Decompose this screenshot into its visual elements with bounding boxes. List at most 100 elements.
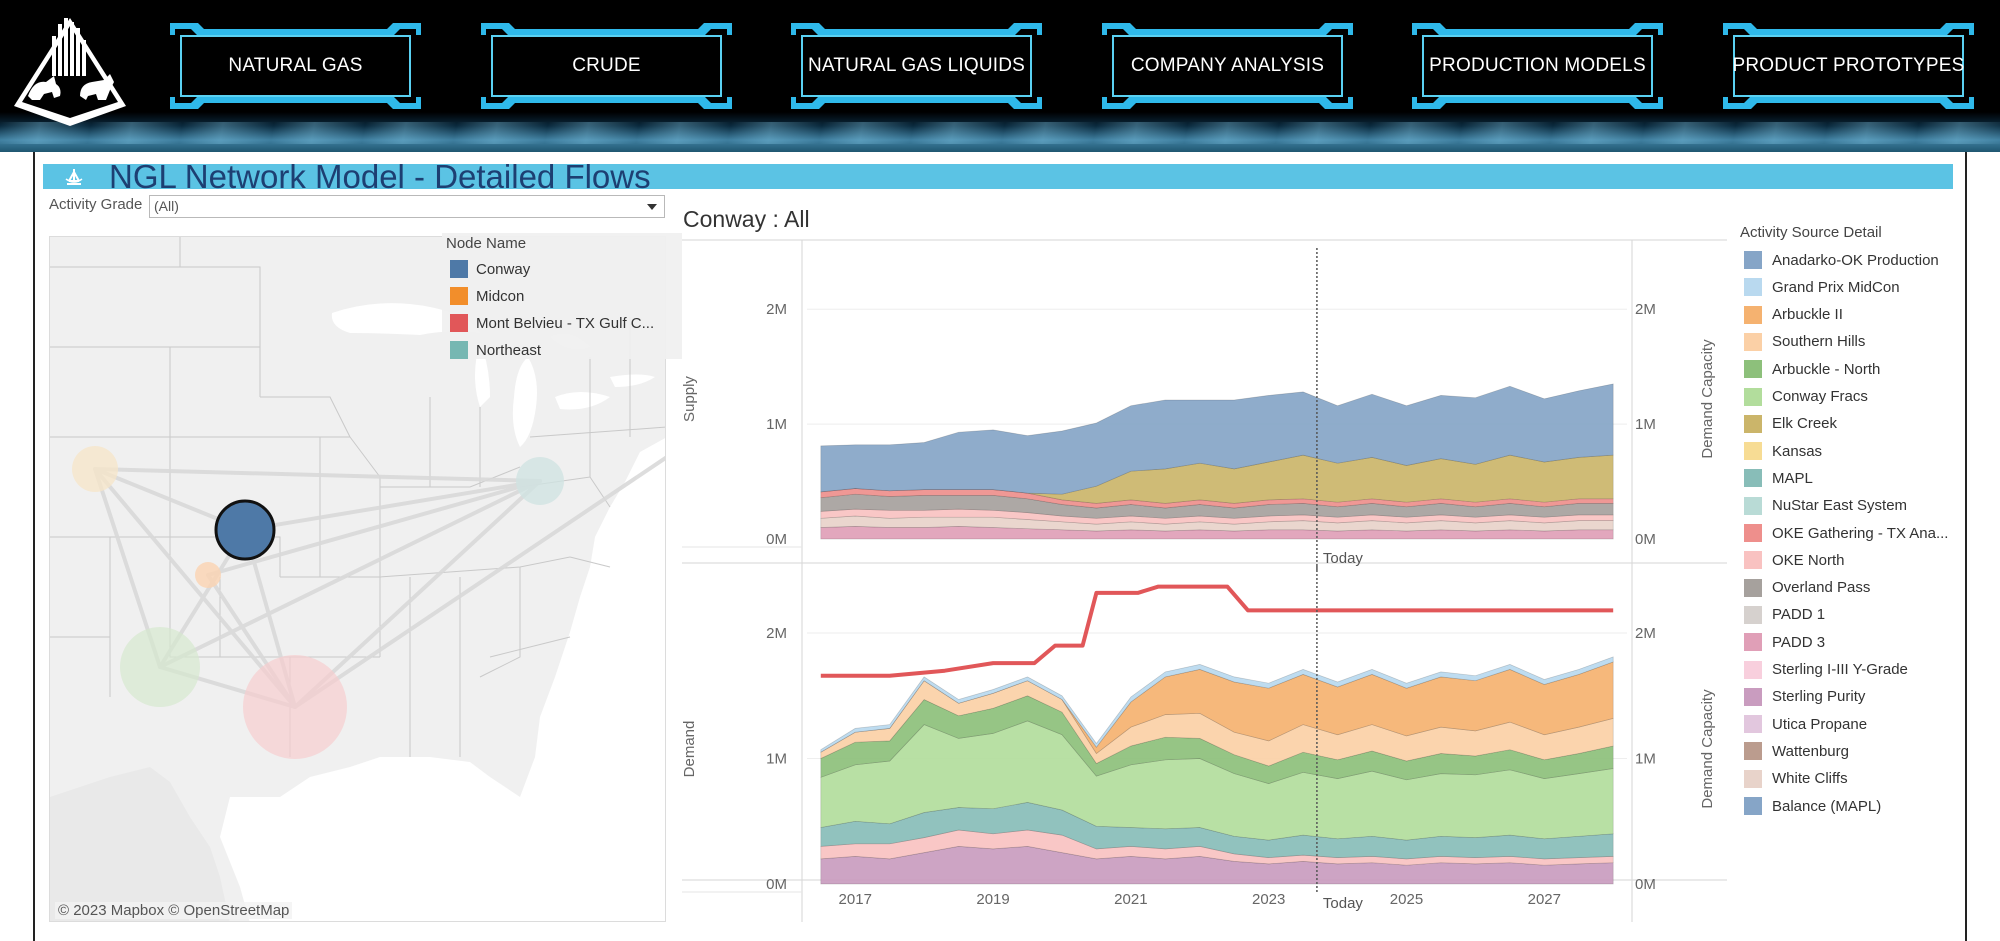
dashboard-title-bar: NGL Network Model - Detailed Flows [43,160,1953,194]
nav-frame-decoration [791,23,1042,109]
nav-button-product-prototypes[interactable]: PRODUCT PROTOTYPES [1721,21,1976,111]
legend-swatch [1744,442,1762,461]
source-legend-item[interactable]: Wattenburg [1744,740,1966,762]
map-node-permian[interactable] [120,627,200,707]
activity-grade-dropdown[interactable]: (All) [149,195,665,218]
legend-label: OKE North [1772,551,1845,569]
today-label: Today [1323,550,1364,567]
x-tick-label: 2023 [1252,891,1285,908]
legend-label: OKE Gathering - TX Ana... [1772,524,1949,542]
source-legend-item[interactable]: White Cliffs [1744,768,1966,790]
legend-label: Sterling I-III Y-Grade [1772,661,1908,678]
legend-label: Midcon [476,287,525,305]
nav-button-natural-gas[interactable]: NATURAL GAS [168,21,423,111]
node-legend-item-northeast[interactable]: Northeast [450,340,678,360]
node-legend-item-midcon[interactable]: Midcon [450,286,678,306]
map-node-northeast[interactable] [516,457,564,505]
legend-swatch [1744,715,1762,734]
map-node-midcon[interactable] [195,562,221,588]
y-axis-title: Demand [681,721,698,778]
y-axis-title-right: Demand Capacity [1699,689,1716,809]
legend-swatch [1744,496,1762,515]
nav-button-company-analysis[interactable]: COMPANY ANALYSIS [1100,21,1355,111]
y-tick-label-right: 1M [1635,751,1656,768]
source-legend-item[interactable]: Arbuckle II [1744,304,1966,326]
dropdown-caret-icon [647,204,657,210]
top-nav-bar: NATURAL GAS CRUDE NATURAL GAS LIQUIDS CO… [0,0,2000,152]
x-tick-label: 2027 [1528,891,1561,908]
source-legend-item[interactable]: Kansas [1744,440,1966,462]
map-attribution: © 2023 Mapbox © OpenStreetMap [55,902,293,919]
y-tick-label: 1M [766,751,787,768]
nav-button-crude[interactable]: CRUDE [479,21,734,111]
legend-label: Mont Belvieu - TX Gulf C... [476,314,655,332]
nav-frame-decoration [1102,23,1353,109]
source-legend-item[interactable]: Conway Fracs [1744,386,1966,408]
ocean-water [220,438,665,921]
mexico-land [50,767,230,921]
source-legend-item[interactable]: Utica Propane [1744,713,1966,735]
source-legend-item[interactable]: Arbuckle - North [1744,358,1966,380]
source-legend-item[interactable]: OKE Gathering - TX Ana... [1744,522,1966,544]
y-tick-label-right: 0M [1635,876,1656,893]
legend-label: Grand Prix MidCon [1772,278,1900,296]
area-series [820,383,1614,495]
legend-swatch [1744,742,1762,761]
legend-label: Wattenburg [1772,742,1849,760]
source-legend-item[interactable]: NuStar East System [1744,495,1966,517]
y-tick-label: 2M [766,301,787,318]
source-legend-item[interactable]: Southern Hills [1744,331,1966,353]
y-tick-label-right: 0M [1635,531,1656,548]
legend-swatch [450,341,468,359]
source-legend-item[interactable]: PADD 1 [1744,604,1966,626]
x-tick-label: 2021 [1114,891,1147,908]
page-title: NGL Network Model - Detailed Flows [109,158,651,195]
activity-source-legend: Activity Source Detail Anadarko-OK Produ… [1738,222,1968,822]
source-legend-item[interactable]: Overland Pass [1744,577,1966,599]
source-legend-item[interactable]: MAPL [1744,467,1966,489]
source-legend-item[interactable]: Anadarko-OK Production [1744,249,1966,271]
legend-swatch [1744,332,1762,351]
nav-button-natural-gas-liquids[interactable]: NATURAL GAS LIQUIDS [789,21,1044,111]
legend-swatch [1744,387,1762,406]
legend-swatch [1744,360,1762,379]
legend-swatch [1744,769,1762,788]
map-node-conway[interactable] [214,499,276,561]
y-tick-label-right: 2M [1635,625,1656,642]
legend-label: Balance (MAPL) [1772,797,1882,815]
area-series [820,656,1614,753]
demand-capacity-line [820,584,1614,678]
nav-button-production-models[interactable]: PRODUCTION MODELS [1410,21,1665,111]
source-legend-item[interactable]: Sterling I-III Y-Grade [1744,659,1966,681]
source-legend-item[interactable]: Elk Creek [1744,413,1966,435]
bull-bear-logo-icon [14,18,126,126]
source-legend-item[interactable]: PADD 3 [1744,631,1966,653]
legend-label: Anadarko-OK Production [1772,251,1939,269]
node-legend-title: Node Name [446,235,527,252]
map-node-west[interactable] [72,446,118,492]
map-node-mont-belvieu[interactable] [243,655,347,759]
node-legend-item-conway[interactable]: Conway [450,259,678,279]
y-axis-title: Supply [681,376,698,422]
legend-swatch [450,260,468,278]
y-tick-label: 0M [766,531,787,548]
y-tick-label: 1M [766,416,787,433]
legend-swatch [450,287,468,305]
area-series [820,454,1614,504]
legend-label: PADD 3 [1772,633,1826,651]
legend-label: Conway Fracs [1772,388,1868,405]
legend-label: PADD 1 [1772,606,1826,624]
source-legend-item[interactable]: OKE North [1744,549,1966,571]
activity-grade-value: (All) [154,198,179,214]
nav-frame-decoration [1412,23,1663,109]
flows-chart[interactable]: 2M 2M 1M 1M 0M 0M Supply Demand Capacity Today 2M… [672,232,1732,932]
chart-title: Conway : All [683,206,810,232]
legend-label: Elk Creek [1772,415,1838,433]
header-glow-decoration [0,112,2000,152]
source-legend-item[interactable]: Balance (MAPL) [1744,795,1966,817]
source-legend-item[interactable]: Sterling Purity [1744,686,1966,708]
flows-chart-svg: 2M 2M 1M 1M 0M 0M Supply Demand Capacity Today 2M… [681,239,1727,922]
source-legend-item[interactable]: Grand Prix MidCon [1744,276,1966,298]
legend-label: Arbuckle II [1772,306,1843,324]
node-legend-item-mont-belvieu[interactable]: Mont Belvieu - TX Gulf C... [450,313,678,333]
